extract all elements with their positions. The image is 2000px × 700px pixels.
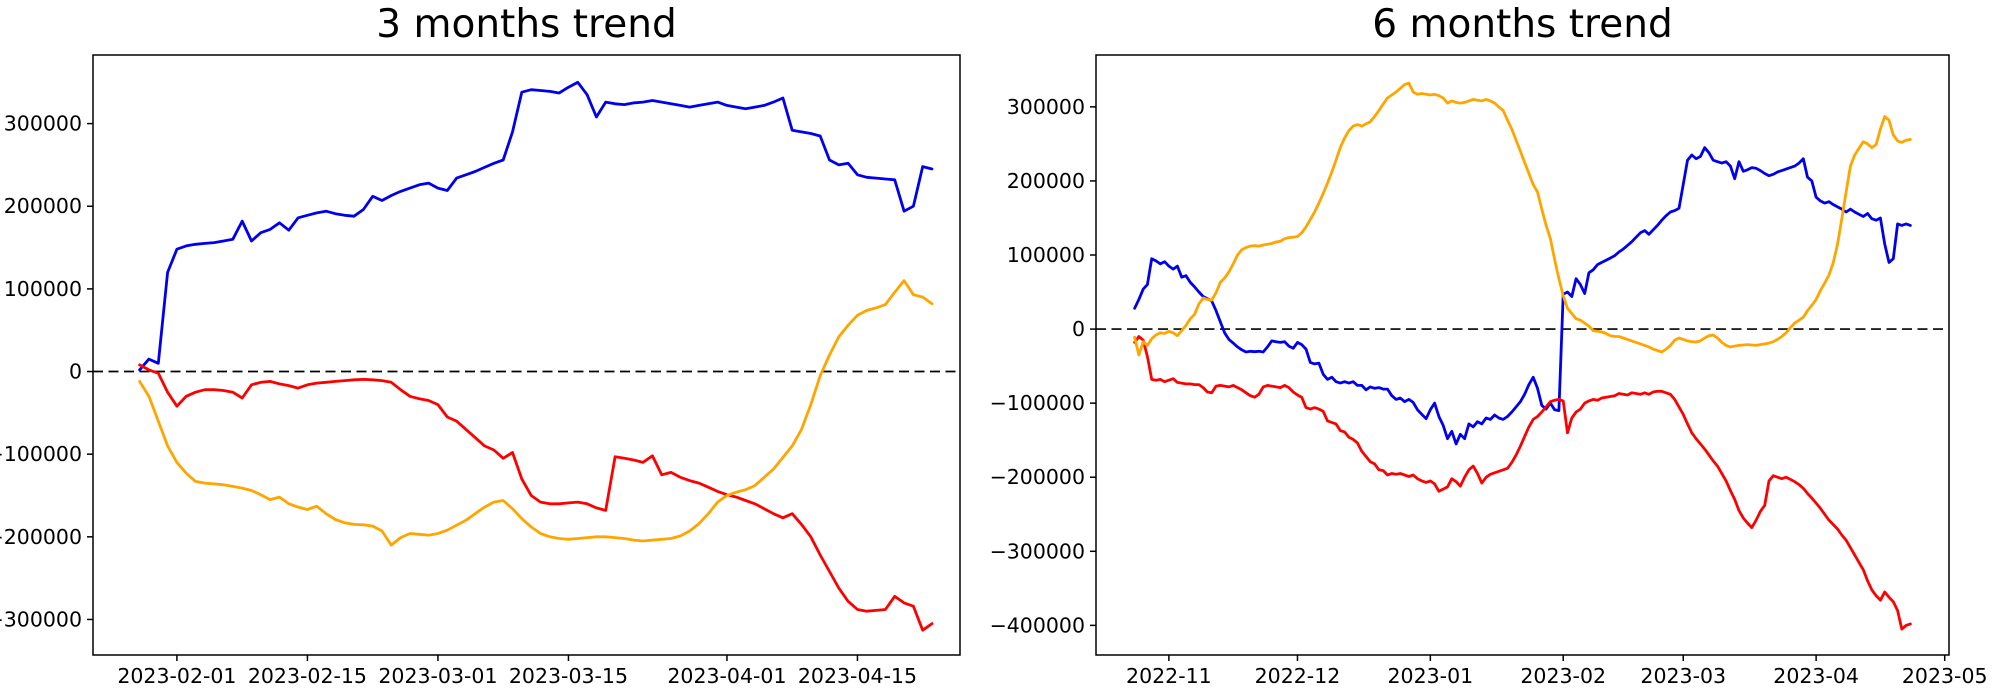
x-tick-label: 2022-11 xyxy=(1126,664,1212,688)
right-chart: 2022-11 2022-12 2023-01 2023-02 2023-03 2023-… xyxy=(990,54,1988,688)
series-line-blue xyxy=(138,80,934,372)
x-tick-label: 2023-03-15 xyxy=(509,664,628,688)
y-tick-label: −300000 xyxy=(0,607,82,631)
series-line-orange xyxy=(138,279,934,547)
plot-spines xyxy=(92,54,961,656)
y-tick-label: 200000 xyxy=(4,194,82,218)
x-tick-label: 2022-12 xyxy=(1255,664,1341,688)
x-tick-label: 2023-04 xyxy=(1773,664,1859,688)
y-tick-label: 300000 xyxy=(4,112,82,136)
y-tick-label: −400000 xyxy=(990,613,1085,637)
y-tick-label: −200000 xyxy=(0,525,82,549)
y-tick-label: −300000 xyxy=(990,539,1085,563)
x-tick-label: 2023-02-15 xyxy=(248,664,367,688)
y-tick-label: −100000 xyxy=(990,391,1085,415)
series-line-orange xyxy=(1133,81,1912,357)
x-tick-label: 2023-05 xyxy=(1902,664,1988,688)
y-tick-label: 0 xyxy=(69,360,82,384)
y-tick-label: −200000 xyxy=(990,465,1085,489)
y-tick-label: 100000 xyxy=(1007,243,1085,267)
left-chart-title: 3 months trend xyxy=(376,2,677,47)
x-tick-label: 2023-04-01 xyxy=(667,664,786,688)
x-tick-label: 2023-02 xyxy=(1520,664,1606,688)
plot-spines xyxy=(1095,54,1950,656)
left-chart: 2023-02-01 2023-02-15 2023-03-01 2023-03-15… xyxy=(0,54,961,688)
series-line-red xyxy=(138,363,934,632)
y-tick-label: 0 xyxy=(1072,317,1085,341)
y-tick-label: 300000 xyxy=(1007,95,1085,119)
y-tick-label: 200000 xyxy=(1007,169,1085,193)
y-tick-label: −100000 xyxy=(0,442,82,466)
x-tick-label: 2023-01 xyxy=(1388,664,1474,688)
x-tick-label: 2023-02-01 xyxy=(117,664,236,688)
x-tick-label: 2023-04-15 xyxy=(798,664,917,688)
y-tick-label: 100000 xyxy=(4,277,82,301)
series-line-blue xyxy=(1133,146,1912,446)
x-tick-label: 2023-03 xyxy=(1640,664,1726,688)
series-line-red xyxy=(1133,335,1912,631)
x-tick-label: 2023-03-01 xyxy=(378,664,497,688)
right-chart-title: 6 months trend xyxy=(1372,2,1673,47)
